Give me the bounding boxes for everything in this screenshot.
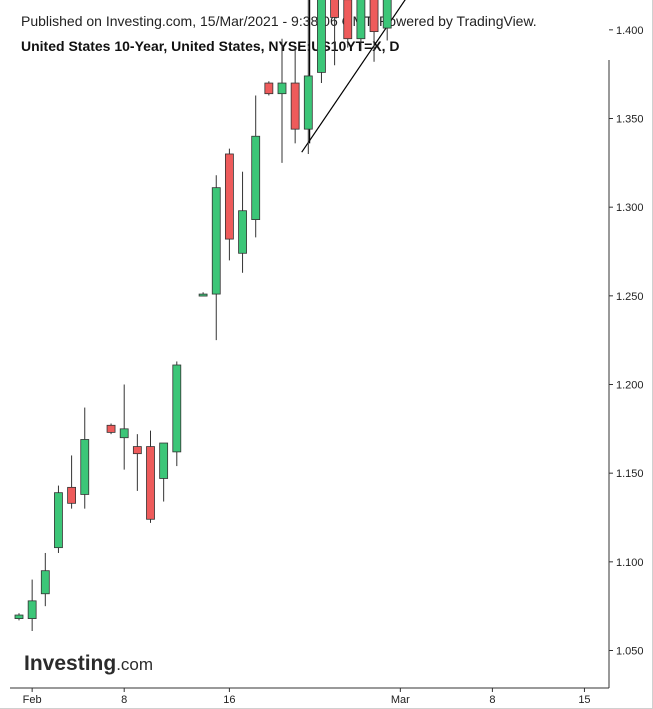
y-tick-label: 1.050 [616, 646, 644, 658]
candle-down [67, 486, 76, 504]
y-tick-label: 1.100 [616, 557, 644, 569]
candle-down [290, 82, 300, 130]
candle-up [119, 428, 129, 439]
x-tick-label: Feb [23, 694, 42, 706]
candle-up [382, 0, 392, 29]
investing-logo: Investing.com [24, 652, 153, 676]
candle-down [369, 0, 379, 33]
candle-up [356, 0, 366, 40]
y-tick-label: 1.150 [616, 468, 644, 480]
candle-up [251, 135, 261, 220]
candle-up [40, 570, 50, 595]
candle-down [330, 0, 340, 18]
candle-up [317, 0, 326, 73]
candle-down [343, 0, 353, 40]
logo-suffix: .com [116, 655, 154, 674]
candle-up [159, 442, 169, 479]
candle-down [132, 446, 142, 455]
candle-up [211, 187, 221, 295]
candle-up [238, 210, 247, 254]
candle-up [14, 614, 24, 619]
candle-up [277, 82, 287, 95]
y-tick-label: 1.250 [616, 291, 644, 303]
trend-line [301, 0, 406, 153]
candle-up [198, 293, 208, 297]
logo-text: Investing [24, 652, 117, 675]
y-tick-label: 1.400 [616, 25, 644, 37]
candle-up [54, 492, 63, 549]
chart-title: United States 10-Year, United States, NY… [21, 38, 400, 54]
x-tick-label: 8 [489, 694, 495, 706]
y-tick-label: 1.200 [616, 380, 644, 392]
candle-up [303, 75, 313, 130]
y-tick-label: 1.350 [616, 114, 644, 126]
x-tick-label: 16 [223, 694, 235, 706]
x-tick-label: 15 [578, 694, 590, 706]
candle-down [264, 82, 274, 95]
candle-down [224, 153, 234, 240]
candle-down [106, 424, 116, 433]
y-tick-label: 1.300 [616, 202, 644, 214]
candle-up [80, 439, 90, 495]
candle-up [172, 364, 182, 453]
x-tick-label: Mar [391, 694, 410, 706]
candle-up [27, 600, 37, 619]
published-caption: Published on Investing.com, 15/Mar/2021 … [21, 13, 537, 29]
x-tick-label: 8 [121, 694, 127, 706]
candle-down [146, 446, 155, 520]
